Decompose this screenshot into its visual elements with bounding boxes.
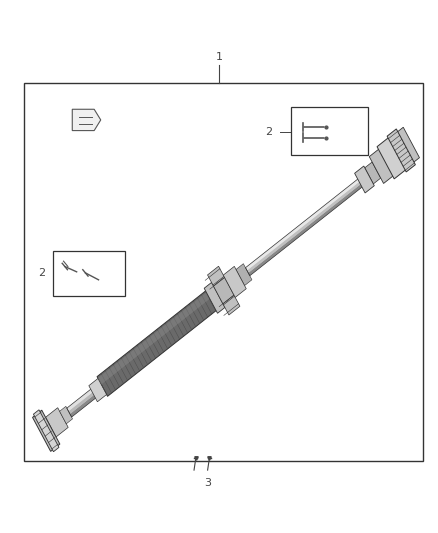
- Polygon shape: [33, 410, 59, 452]
- Polygon shape: [72, 109, 101, 131]
- Polygon shape: [355, 166, 374, 193]
- Polygon shape: [68, 388, 99, 414]
- Text: 2: 2: [265, 127, 272, 137]
- Polygon shape: [247, 181, 362, 273]
- Polygon shape: [60, 406, 73, 424]
- Polygon shape: [236, 264, 252, 286]
- Polygon shape: [98, 289, 213, 384]
- Polygon shape: [246, 177, 361, 271]
- Polygon shape: [396, 127, 420, 164]
- Polygon shape: [70, 391, 101, 417]
- Polygon shape: [377, 136, 407, 179]
- Polygon shape: [365, 162, 381, 184]
- Text: 1: 1: [215, 52, 223, 62]
- Polygon shape: [223, 296, 240, 315]
- Polygon shape: [223, 266, 246, 297]
- Polygon shape: [67, 385, 98, 411]
- Polygon shape: [213, 277, 234, 304]
- Bar: [291, 107, 368, 155]
- Polygon shape: [369, 148, 395, 183]
- Polygon shape: [89, 378, 106, 402]
- Bar: [53, 251, 125, 296]
- Polygon shape: [248, 183, 364, 276]
- Polygon shape: [97, 288, 220, 397]
- Polygon shape: [387, 129, 415, 172]
- Text: 3: 3: [205, 478, 212, 488]
- Polygon shape: [204, 282, 225, 313]
- Bar: [24, 83, 423, 461]
- Polygon shape: [46, 408, 68, 437]
- Polygon shape: [208, 266, 224, 285]
- Polygon shape: [32, 410, 60, 451]
- Text: 2: 2: [38, 269, 45, 278]
